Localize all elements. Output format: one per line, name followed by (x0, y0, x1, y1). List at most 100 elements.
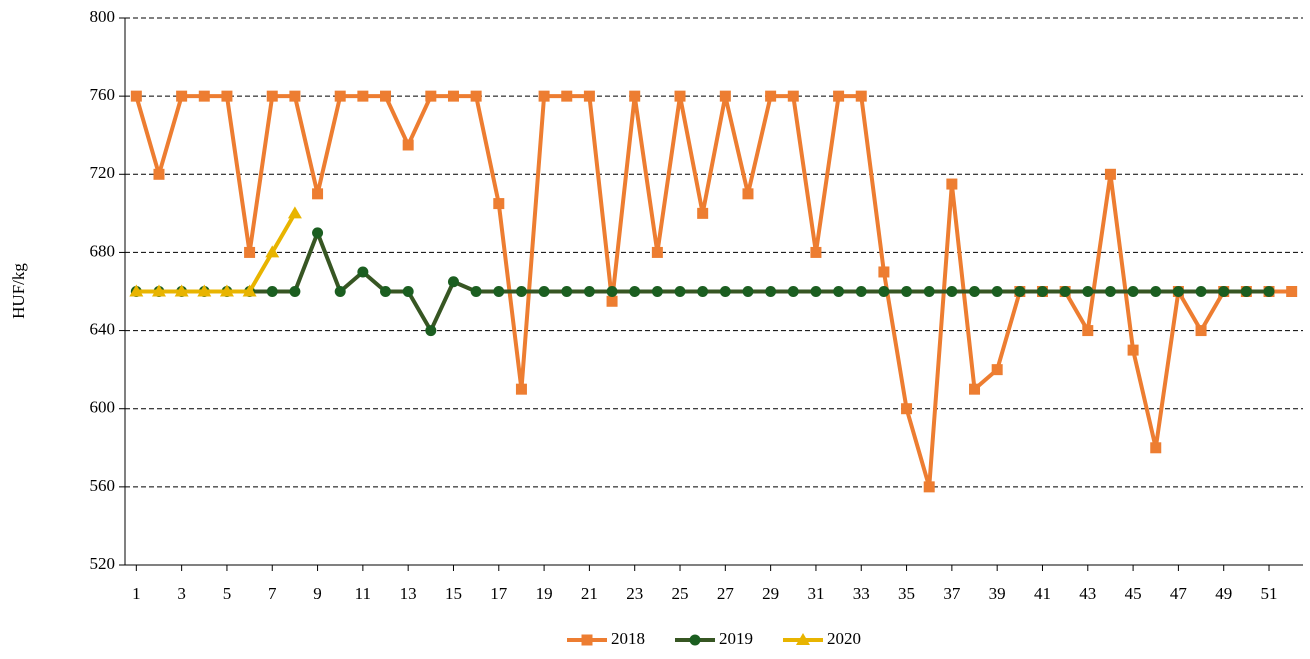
y-tick-label: 760 (90, 85, 116, 104)
marker (651, 286, 663, 297)
marker (969, 286, 981, 297)
marker (1014, 286, 1026, 297)
x-tick-label: 1 (132, 584, 141, 603)
marker (334, 286, 346, 297)
marker (855, 286, 867, 297)
marker (810, 246, 822, 258)
marker (130, 90, 142, 102)
marker (447, 90, 459, 102)
marker (674, 286, 686, 297)
marker (515, 383, 527, 395)
marker (1240, 286, 1252, 297)
x-tick-label: 11 (355, 584, 371, 603)
marker (923, 481, 935, 493)
marker (153, 168, 165, 180)
marker (1195, 325, 1207, 337)
x-tick-label: 7 (268, 584, 277, 603)
marker (287, 206, 302, 219)
marker (742, 286, 754, 297)
marker (380, 286, 392, 297)
x-tick-label: 5 (223, 584, 232, 603)
marker (402, 139, 414, 151)
marker (265, 245, 280, 258)
marker (1150, 286, 1162, 297)
y-tick-label: 560 (90, 476, 116, 495)
marker (833, 286, 845, 297)
marker (1263, 286, 1275, 297)
marker (538, 90, 550, 102)
marker (1195, 286, 1207, 297)
marker (629, 286, 641, 297)
marker (901, 403, 913, 415)
marker (583, 286, 595, 297)
marker (176, 90, 188, 102)
marker (357, 266, 369, 278)
series-line (134, 94, 1292, 489)
x-tick-label: 41 (1034, 584, 1051, 603)
x-tick-label: 39 (989, 584, 1006, 603)
marker (651, 246, 663, 258)
x-tick-label: 17 (490, 584, 508, 603)
marker (765, 90, 777, 102)
x-tick-label: 13 (400, 584, 417, 603)
marker (493, 198, 505, 210)
x-tick-label: 29 (762, 584, 779, 603)
marker (1082, 286, 1094, 297)
y-tick-label: 800 (90, 7, 116, 26)
legend-label: 2020 (827, 629, 861, 648)
marker (765, 286, 777, 297)
marker (289, 90, 301, 102)
legend-marker (796, 633, 810, 645)
marker (810, 286, 822, 297)
marker (538, 286, 550, 297)
marker (833, 90, 845, 102)
marker (878, 286, 890, 297)
marker (244, 246, 256, 258)
marker (629, 90, 641, 102)
marker (1172, 286, 1184, 297)
marker (425, 325, 437, 337)
legend-marker (581, 634, 593, 646)
marker (787, 286, 799, 297)
y-tick-label: 680 (90, 241, 116, 260)
marker (606, 295, 618, 307)
marker (1218, 286, 1230, 297)
marker (219, 284, 234, 297)
x-tick-label: 15 (445, 584, 462, 603)
marker (1036, 286, 1048, 297)
marker (878, 266, 890, 278)
x-tick-label: 43 (1079, 584, 1096, 603)
x-tick-label: 25 (672, 584, 689, 603)
y-tick-label: 600 (90, 398, 116, 417)
marker (447, 276, 459, 288)
marker (198, 90, 210, 102)
marker (719, 90, 731, 102)
marker (606, 286, 618, 297)
x-tick-label: 9 (313, 584, 322, 603)
marker (1150, 442, 1162, 454)
marker (334, 90, 346, 102)
legend-label: 2019 (719, 629, 753, 648)
marker (1104, 286, 1116, 297)
marker (1127, 344, 1139, 356)
marker (174, 284, 189, 297)
marker (197, 284, 212, 297)
marker (719, 286, 731, 297)
x-tick-label: 19 (536, 584, 553, 603)
marker (923, 286, 935, 297)
marker (1104, 168, 1116, 180)
marker (1082, 325, 1094, 337)
x-tick-label: 27 (717, 584, 735, 603)
marker (969, 383, 981, 395)
marker (312, 188, 324, 200)
marker (991, 364, 1003, 376)
legend-label: 2018 (611, 629, 645, 648)
x-tick-label: 31 (807, 584, 824, 603)
x-tick-label: 47 (1170, 584, 1188, 603)
y-axis-label: HUF/kg (9, 263, 28, 319)
x-tick-label: 23 (626, 584, 643, 603)
marker (357, 90, 369, 102)
marker (380, 90, 392, 102)
x-tick-label: 33 (853, 584, 870, 603)
y-tick-label: 720 (90, 163, 116, 182)
